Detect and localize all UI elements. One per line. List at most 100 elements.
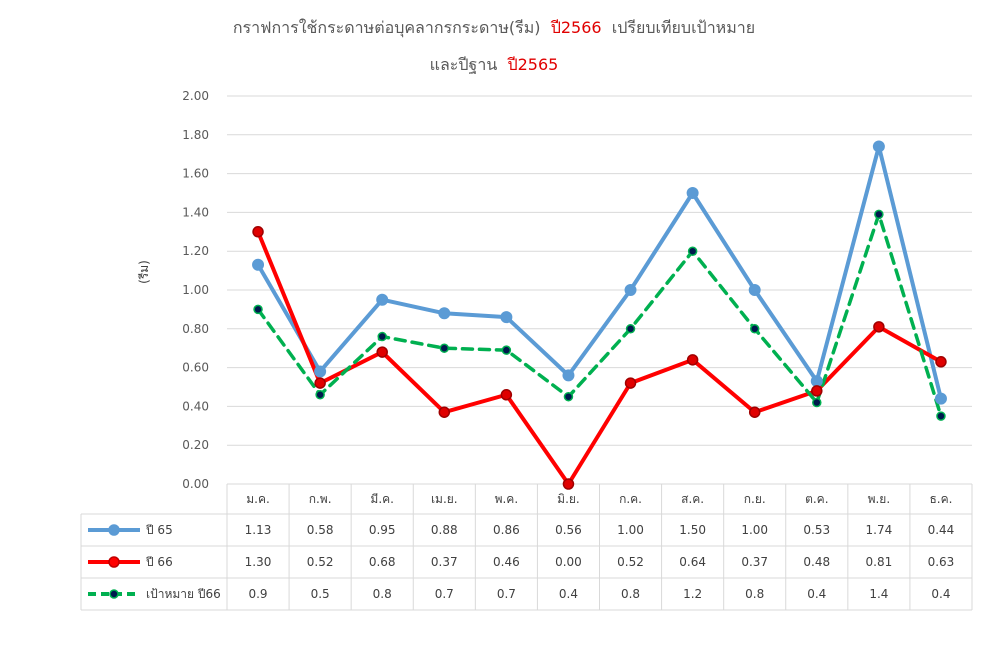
data-point xyxy=(748,406,761,418)
series-line xyxy=(256,212,943,418)
y-tick-label: 0.20 xyxy=(182,438,209,452)
data-point xyxy=(686,187,699,199)
table-value-cell: 0.52 xyxy=(617,555,644,569)
table-value-cell: 0.48 xyxy=(803,555,830,569)
data-point xyxy=(500,311,513,324)
table-value-cell: 1.30 xyxy=(245,555,272,569)
table-value-cell: 0.88 xyxy=(431,523,458,537)
table-value-cell: 1.00 xyxy=(617,523,644,537)
data-point xyxy=(686,354,699,366)
table-value-cell: 0.68 xyxy=(369,555,396,569)
data-point xyxy=(252,226,264,238)
table-value-cell: 0.8 xyxy=(621,587,640,601)
table-value-cell: 1.74 xyxy=(866,523,893,537)
table-value-cell: 0.4 xyxy=(807,587,826,601)
table-value-cell: 1.2 xyxy=(683,587,702,601)
subtitle-year: ปี2565 xyxy=(507,55,559,74)
data-point xyxy=(624,284,637,296)
chart-title-line-1: กราฟการใช้กระดาษต่อบุคลากรกระดาษ(รีม) ปี… xyxy=(0,16,988,41)
data-point xyxy=(253,304,263,315)
data-point xyxy=(439,343,450,353)
table-value-cell: 0.7 xyxy=(435,587,454,601)
subtitle-text: และปีฐาน xyxy=(429,55,498,74)
data-point xyxy=(314,377,326,389)
y-tick-label: 1.40 xyxy=(182,205,209,219)
legend-series-name: เป้าหมาย ปี66 xyxy=(146,587,221,601)
table-value-cell: 0.86 xyxy=(493,523,520,537)
table-value-cell: 0.9 xyxy=(248,587,267,601)
table-value-cell: 0.64 xyxy=(679,555,706,569)
y-axis-label: (รีม) xyxy=(137,260,151,284)
table-value-cell: 0.56 xyxy=(555,523,582,537)
y-tick-label: 1.60 xyxy=(182,167,209,181)
data-point xyxy=(748,284,761,296)
legend-marker-key xyxy=(108,524,120,536)
data-point xyxy=(624,377,637,389)
data-point xyxy=(252,258,265,271)
table-value-cell: 1.13 xyxy=(245,523,272,537)
table-value-cell: 0.53 xyxy=(803,523,830,537)
x-tick-label: ก.ย. xyxy=(744,492,766,506)
data-point xyxy=(934,392,947,405)
data-point xyxy=(687,246,698,256)
data-point xyxy=(438,307,451,320)
legend-series-name: ปี 66 xyxy=(145,555,172,569)
table-value-cell: 0.58 xyxy=(307,523,334,537)
data-point xyxy=(874,209,884,220)
data-point xyxy=(438,406,451,418)
data-point xyxy=(562,369,575,382)
data-point xyxy=(810,375,823,388)
x-tick-label: ต.ค. xyxy=(805,492,828,506)
title-year: ปี2566 xyxy=(550,18,602,37)
x-tick-label: พ.ย. xyxy=(868,492,891,506)
data-point xyxy=(562,478,575,490)
legend-series-name: ปี 65 xyxy=(145,523,172,537)
y-tick-label: 1.00 xyxy=(182,283,209,297)
table-value-cell: 1.50 xyxy=(679,523,706,537)
y-tick-label: 1.80 xyxy=(182,128,209,142)
data-point xyxy=(376,293,389,306)
table-value-cell: 0.44 xyxy=(928,523,955,537)
title-comparison-text: เปรียบเทียบเป้าหมาย xyxy=(611,18,756,37)
data-point xyxy=(314,365,327,378)
table-value-cell: 0.4 xyxy=(559,587,578,601)
table-value-cell: 0.52 xyxy=(307,555,334,569)
y-tick-label: 0.00 xyxy=(182,477,209,491)
table-value-cell: 0.7 xyxy=(497,587,516,601)
table-value-cell: 0.63 xyxy=(928,555,955,569)
y-tick-label: 0.40 xyxy=(182,399,209,413)
x-tick-label: เม.ย. xyxy=(431,492,458,506)
chart-title-line-2: และปีฐาน ปี2565 xyxy=(0,53,988,78)
data-point xyxy=(872,140,885,153)
data-point xyxy=(315,390,325,400)
table-value-cell: 0.8 xyxy=(745,587,764,601)
legend-marker-key xyxy=(108,556,120,568)
x-tick-label: ธ.ค. xyxy=(929,492,952,506)
y-tick-label: 0.60 xyxy=(182,361,209,375)
data-point xyxy=(500,389,513,401)
data-point xyxy=(812,397,822,408)
x-tick-label: ม.ค. xyxy=(246,492,270,506)
x-tick-label: ก.พ. xyxy=(309,492,332,506)
y-tick-label: 0.80 xyxy=(182,322,209,336)
x-tick-label: มี.ค. xyxy=(370,492,394,506)
data-point xyxy=(936,411,946,421)
table-value-cell: 0.81 xyxy=(866,555,893,569)
x-tick-label: ก.ค. xyxy=(619,492,642,506)
y-tick-label: 2.00 xyxy=(182,89,209,103)
table-value-cell: 0.37 xyxy=(431,555,458,569)
table-value-cell: 0.00 xyxy=(555,555,582,569)
table-value-cell: 0.46 xyxy=(493,555,520,569)
data-point xyxy=(873,321,885,333)
table-value-cell: 0.37 xyxy=(741,555,768,569)
table-value-cell: 0.5 xyxy=(311,587,330,601)
table-value-cell: 1.4 xyxy=(869,587,888,601)
y-tick-label: 1.20 xyxy=(182,244,209,258)
data-point xyxy=(811,385,823,397)
x-tick-label: มิ.ย. xyxy=(557,492,580,506)
series-line xyxy=(256,229,943,486)
data-point xyxy=(749,324,760,334)
series-line xyxy=(256,144,943,401)
